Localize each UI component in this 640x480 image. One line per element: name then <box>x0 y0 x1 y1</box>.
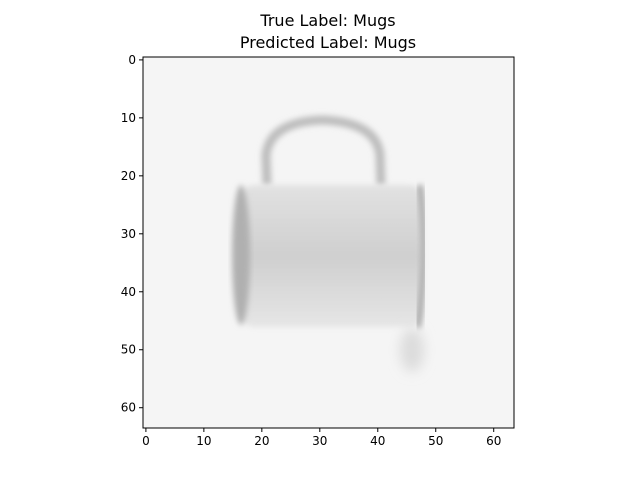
x-tick-label: 50 <box>428 434 443 448</box>
y-tick-label: 60 <box>121 401 136 415</box>
y-tick-label: 0 <box>128 53 136 67</box>
x-tick-label: 30 <box>312 434 327 448</box>
chart-title-line-1: True Label: Mugs <box>260 11 396 30</box>
y-tick-label: 30 <box>121 227 136 241</box>
y-axis: 0 10 20 30 40 50 60 <box>121 53 143 415</box>
x-tick-label: 20 <box>254 434 269 448</box>
y-tick-label: 20 <box>121 169 136 183</box>
x-tick-label: 0 <box>142 434 150 448</box>
x-tick-label: 40 <box>370 434 385 448</box>
chart-title-line-2: Predicted Label: Mugs <box>239 33 417 52</box>
x-tick-label: 10 <box>196 434 211 448</box>
mug-shadow <box>400 328 424 372</box>
mug-handle <box>261 115 386 186</box>
x-axis: 0 10 20 30 40 50 60 <box>142 428 501 448</box>
mug-right-edge <box>415 184 427 329</box>
axes-frame <box>142 56 515 429</box>
mug-left-rim <box>232 185 250 325</box>
y-tick-label: 50 <box>121 343 136 357</box>
y-tick-label: 10 <box>121 111 136 125</box>
mug-body <box>242 185 422 327</box>
image-heatmap <box>143 57 514 428</box>
x-tick-label: 60 <box>486 434 501 448</box>
y-tick-label: 40 <box>121 285 136 299</box>
